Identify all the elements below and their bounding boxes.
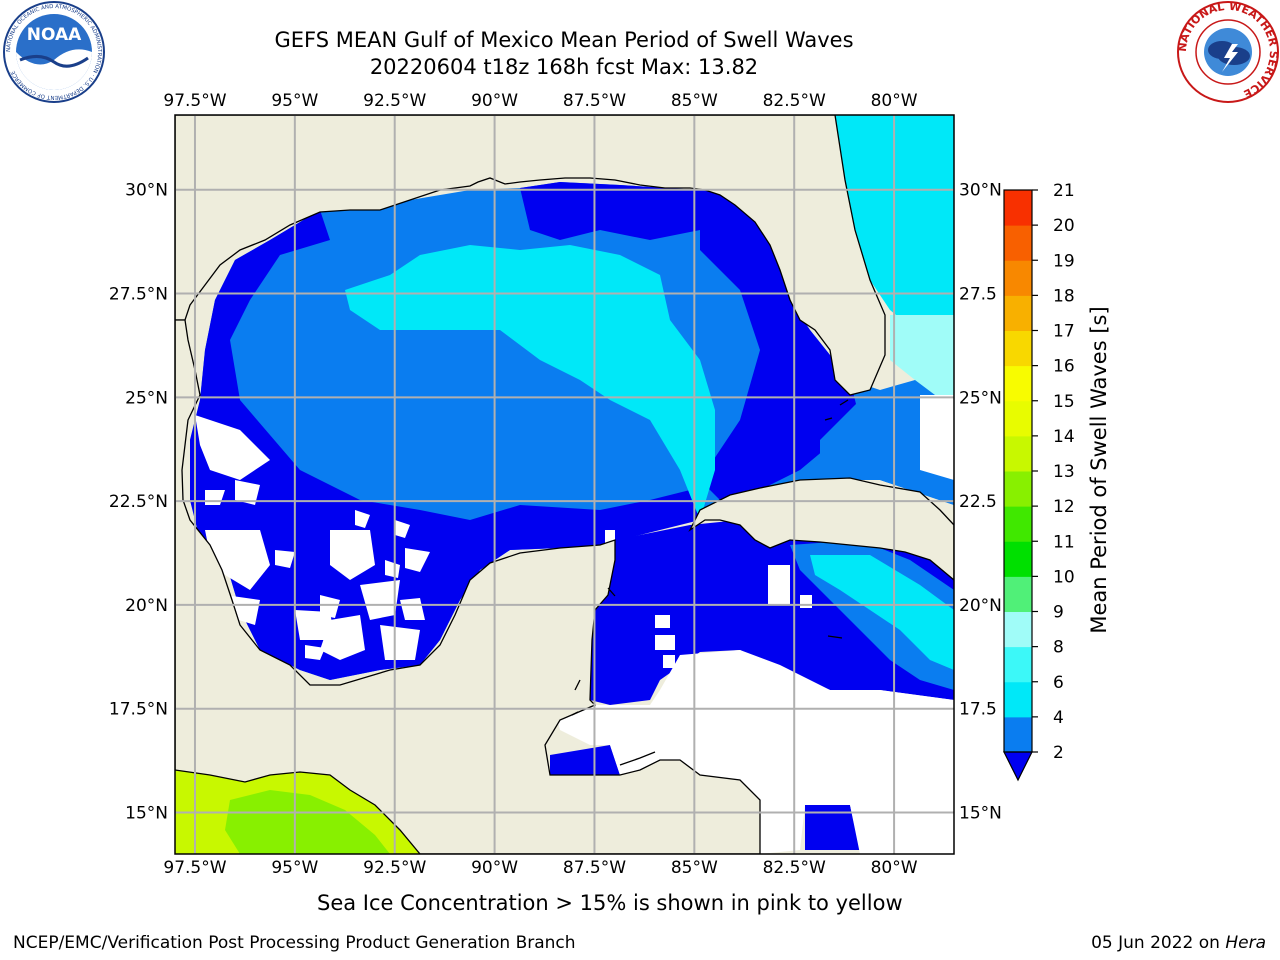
colorbar-tick-label-5: 10 bbox=[1053, 567, 1075, 587]
chart-subtitle: 20220604 t18z 168h fcst Max: 13.82 bbox=[369, 55, 759, 79]
colorbar-tick-label-16: 21 bbox=[1053, 181, 1075, 201]
noaa-logo: NOAA NATIONAL OCEANIC AND ATMOSPHERIC AD… bbox=[3, 1, 105, 103]
colorbar-tick-label-12: 17 bbox=[1053, 322, 1075, 342]
gulf-water-dark-margin bbox=[190, 210, 700, 680]
lon-label-bottom-4: 87.5°W bbox=[563, 858, 626, 878]
colorbar-tick-label-11: 16 bbox=[1053, 357, 1075, 377]
colorbar-segment-12 bbox=[1004, 295, 1032, 331]
lat-label-right-3: 22.5 bbox=[959, 492, 997, 512]
colorbar-segment-9 bbox=[1004, 400, 1032, 437]
graticule bbox=[175, 115, 954, 854]
colorbar-segment-2 bbox=[1004, 646, 1032, 683]
colorbar-tick-label-15: 20 bbox=[1053, 216, 1075, 236]
atlantic-light bbox=[890, 315, 954, 395]
chart-title: GEFS MEAN Gulf of Mexico Mean Period of … bbox=[274, 28, 854, 52]
small-islands bbox=[571, 399, 849, 766]
colorbar-tick-label-9: 14 bbox=[1053, 427, 1075, 447]
cyan-central-band bbox=[345, 245, 715, 520]
lon-label-top-2: 92.5°W bbox=[363, 91, 426, 111]
lon-label-bottom-3: 90°W bbox=[471, 858, 518, 878]
sea-ice-note: Sea Ice Concentration > 15% is shown in … bbox=[317, 891, 903, 915]
lon-label-top-6: 82.5°W bbox=[763, 91, 826, 111]
lon-label-bottom-5: 85°W bbox=[671, 858, 718, 878]
lat-label-right-5: 17.5 bbox=[959, 700, 997, 720]
colorbar-tick-label-1: 4 bbox=[1053, 708, 1064, 728]
colorbar-segment-0 bbox=[1004, 716, 1032, 753]
footer-branch: NCEP/EMC/Verification Post Processing Pr… bbox=[13, 933, 576, 953]
lat-label-right-4: 20°N bbox=[959, 596, 1002, 616]
caribbean-cyan bbox=[810, 555, 954, 670]
colorbar-tick-label-10: 15 bbox=[1053, 392, 1075, 412]
colorbar-segment-11 bbox=[1004, 330, 1032, 367]
lon-label-bottom-7: 80°W bbox=[871, 858, 918, 878]
colorbar-segment-14 bbox=[1004, 225, 1032, 261]
footer-date-text: 05 Jun 2022 on bbox=[1091, 933, 1226, 953]
axis-tick-labels: 97.5°W 97.5°W 95°W 95°W 92.5°W 92.5°W 90°W 90°W… bbox=[109, 91, 1002, 878]
lon-label-top-5: 85°W bbox=[671, 91, 718, 111]
footer-date: 05 Jun 2022 on Hera bbox=[1091, 933, 1266, 953]
colorbar-segment-7 bbox=[1004, 471, 1032, 507]
north-gulf-dark bbox=[520, 182, 700, 240]
colorbar-segment-8 bbox=[1004, 435, 1032, 472]
lat-label-left-3: 22.5°N bbox=[109, 492, 168, 512]
colorbar-label: Mean Period of Swell Waves [s] bbox=[1087, 306, 1111, 633]
south-water-dark bbox=[550, 745, 954, 854]
colorbar-tick-label-0: 2 bbox=[1053, 743, 1064, 763]
southwest-green-region-inner bbox=[225, 790, 390, 854]
colorbar-tick-label-2: 6 bbox=[1053, 673, 1064, 693]
lat-label-right-6: 15°N bbox=[959, 803, 1002, 823]
lat-label-left-2: 25°N bbox=[125, 388, 168, 408]
pacific-coastline bbox=[175, 769, 421, 854]
lat-label-left-0: 30°N bbox=[125, 181, 168, 201]
colorbar-segment-4 bbox=[1004, 576, 1032, 612]
lon-label-bottom-0: 97.5°W bbox=[163, 858, 226, 878]
lat-label-left-1: 27.5°N bbox=[109, 285, 168, 305]
lat-label-left-4: 20°N bbox=[125, 596, 168, 616]
colorbar-segment-10 bbox=[1004, 365, 1032, 402]
colorbar-segment-6 bbox=[1004, 506, 1032, 542]
bahamas-water bbox=[820, 385, 954, 505]
map-border bbox=[174, 114, 955, 855]
colorbar-segment-13 bbox=[1004, 260, 1032, 296]
lon-label-bottom-6: 82.5°W bbox=[763, 858, 826, 878]
colorbar: 2 4 6 8 9 10 11 12 13 14 15 16 17 18 19 20 21 bbox=[1003, 181, 1075, 782]
colorbar-tick-label-3: 8 bbox=[1053, 638, 1064, 658]
lon-label-top-7: 80°W bbox=[871, 91, 918, 111]
lat-label-left-6: 15°N bbox=[125, 803, 168, 823]
colorbar-tick-label-4: 9 bbox=[1053, 603, 1064, 623]
colorbar-tick-label-7: 12 bbox=[1053, 497, 1075, 517]
lat-label-right-2: 25°N bbox=[959, 388, 1002, 408]
lat-label-left-5: 17.5°N bbox=[109, 700, 168, 720]
colorbar-tick-label-6: 11 bbox=[1053, 532, 1075, 552]
lat-label-right-0: 30°N bbox=[959, 181, 1002, 201]
footer-machine: Hera bbox=[1225, 933, 1266, 953]
colorbar-tick-label-14: 19 bbox=[1053, 251, 1075, 271]
east-gulf-dark bbox=[700, 190, 860, 500]
lon-label-top-4: 87.5°W bbox=[563, 91, 626, 111]
colorbar-segment-15 bbox=[1004, 190, 1032, 226]
colorbar-extend-triangle bbox=[1003, 751, 1033, 782]
colorbar-segment-3 bbox=[1004, 611, 1032, 648]
land-masses bbox=[175, 115, 954, 854]
lon-label-top-3: 90°W bbox=[471, 91, 518, 111]
nws-logo: NATIONAL WEATHER SERVICE bbox=[1176, 0, 1280, 103]
colorbar-segment-1 bbox=[1004, 681, 1032, 718]
lon-label-bottom-2: 92.5°W bbox=[363, 858, 426, 878]
lat-label-right-1: 27.5 bbox=[959, 285, 997, 305]
lon-label-top-0: 97.5°W bbox=[163, 91, 226, 111]
lon-label-bottom-1: 95°W bbox=[271, 858, 318, 878]
colorbar-segment-5 bbox=[1004, 541, 1032, 577]
noaa-logo-text: NOAA bbox=[27, 25, 82, 45]
colorbar-tick-label-13: 18 bbox=[1053, 286, 1075, 306]
lon-label-top-1: 95°W bbox=[271, 91, 318, 111]
nodata-patches bbox=[195, 395, 954, 854]
colorbar-tick-label-8: 13 bbox=[1053, 462, 1075, 482]
map-area bbox=[175, 115, 954, 854]
